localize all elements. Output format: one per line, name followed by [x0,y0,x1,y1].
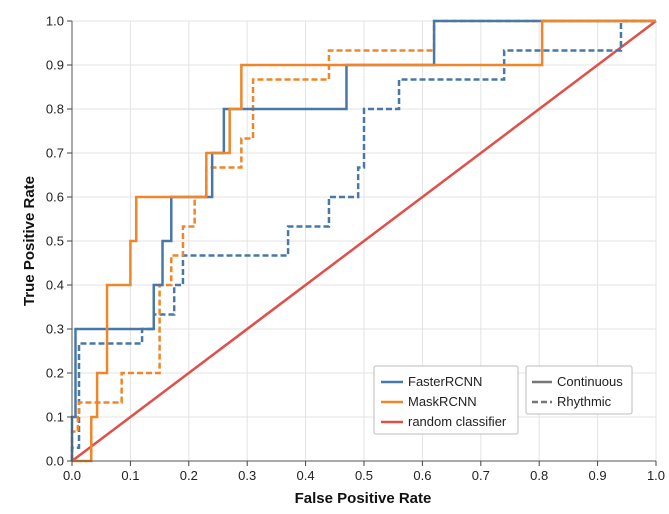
y-tick-label: 0.4 [46,278,64,293]
legend-label-maskrcnn: MaskRCNN [408,394,477,409]
x-tick-label: 0.6 [413,468,431,483]
y-axis-title: True Positive Rate [21,176,38,306]
y-tick-label: 0.8 [46,102,64,117]
y-tick-label: 1.0 [46,14,64,29]
legend-box-styles [525,365,633,415]
axis-ticks: 0.0 0.1 0.2 0.3 0.4 0.5 0.6 0.7 0.8 0.9 1.0 0.0 0.1 0… [46,14,665,484]
legend-label-fasterrcnn: FasterRCNN [408,374,482,389]
fasterrcnn-rhythmic-curve [70,19,656,461]
legend: FasterRCNN MaskRCNN random classifier Co… [373,365,633,435]
y-tick-label: 0.5 [46,234,64,249]
x-tick-label: 0.7 [472,468,490,483]
y-tick-label: 0.3 [46,322,64,337]
x-tick-label: 0.8 [530,468,548,483]
x-tick-label: 0.0 [63,468,81,483]
x-tick-label: 0.3 [238,468,256,483]
legend-label-continuous: Continuous [557,374,623,389]
fasterrcnn-continuous-curve [70,19,656,461]
legend-label-random-classifier: random classifier [408,414,507,429]
x-axis-title: False Positive Rate [295,490,432,507]
y-tick-label: 0.1 [46,410,64,425]
legend-label-rhythmic: Rhythmic [557,394,612,409]
x-tick-label: 0.5 [355,468,373,483]
x-tick-label: 0.2 [180,468,198,483]
y-tick-label: 0.7 [46,146,64,161]
maskrcnn-rhythmic-curve [70,19,656,461]
y-tick-label: 0.0 [46,454,64,469]
roc-curves [70,19,657,463]
random-classifier-continuous-curve [71,20,657,462]
x-tick-label: 0.1 [121,468,139,483]
maskrcnn-continuous-curve [72,19,656,463]
x-tick-label: 0.4 [297,468,315,483]
y-tick-label: 0.2 [46,366,64,381]
y-tick-label: 0.9 [46,58,64,73]
x-tick-label: 1.0 [647,468,665,483]
legend-box-models [373,365,519,435]
x-tick-label: 0.9 [589,468,607,483]
y-tick-label: 0.6 [46,190,64,205]
